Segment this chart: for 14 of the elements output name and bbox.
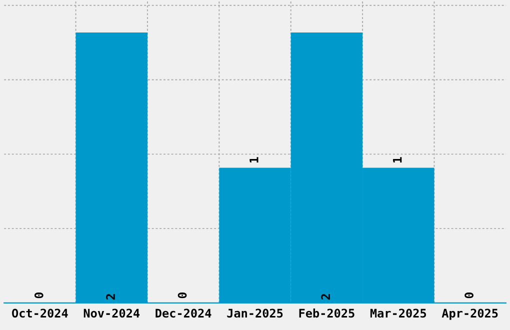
x-tick-label: Nov-2024 [84,308,140,318]
x-tick-label: Oct-2024 [12,308,68,318]
data-label: 0 [464,292,474,298]
x-tick-label: Mar-2025 [370,308,426,318]
x-tick-label: Apr-2025 [442,308,498,320]
data-label: 2 [106,294,115,300]
x-tick-label: Feb-2025 [299,308,354,318]
x-tick-label: Jan-2025 [227,308,283,318]
data-label: 0 [34,292,44,298]
x-tick-label: Dec-2024 [156,308,212,318]
data-label: 1 [250,157,258,163]
data-label: 0 [178,292,187,298]
data-label: 1 [393,157,402,163]
data-label: 2 [321,294,330,300]
